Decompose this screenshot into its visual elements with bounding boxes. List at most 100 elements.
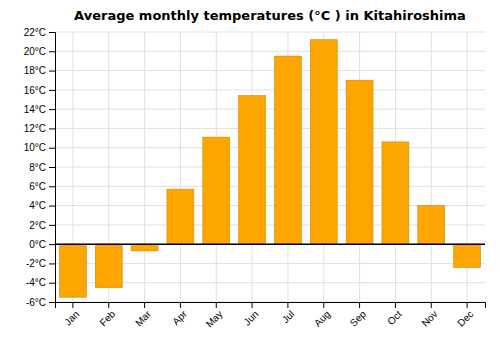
grid-line: [55, 147, 485, 148]
bar: [454, 244, 481, 267]
tick-label: 4°C: [29, 200, 46, 211]
tick: Oct: [385, 302, 404, 327]
bars: [59, 40, 480, 297]
bar: [382, 142, 409, 244]
tick: Apr: [170, 302, 189, 327]
tick: Dec: [455, 302, 475, 329]
tick: 0°C: [29, 239, 55, 250]
tick-label: 10°C: [24, 142, 46, 153]
tick: 14°C: [24, 104, 55, 115]
grid-line: [55, 32, 485, 33]
tick-label: 12°C: [24, 123, 46, 134]
tick-label: Sep: [348, 308, 369, 329]
grid-line: [55, 128, 485, 129]
tick: 20°C: [24, 46, 55, 57]
tick-mark: [216, 302, 217, 308]
tick: Feb: [97, 302, 117, 328]
bar: [418, 206, 445, 245]
tick-mark: [287, 302, 288, 308]
tick: Nov: [419, 302, 439, 329]
tick-label: Oct: [385, 308, 404, 327]
grid-line: [55, 186, 485, 187]
tick: 10°C: [24, 142, 55, 153]
tick: Jan: [62, 302, 81, 328]
tick: May: [204, 302, 225, 330]
grid-line: [144, 32, 145, 302]
tick: 12°C: [24, 123, 55, 134]
tick-mark: [49, 109, 55, 110]
tick: 8°C: [29, 162, 55, 173]
grid-line: [55, 244, 485, 245]
bar: [203, 137, 230, 244]
bar: [95, 244, 122, 287]
tick-label: 22°C: [24, 27, 46, 38]
tick: -4°C: [26, 277, 55, 288]
title: Average monthly temperatures (°C ) in Ki…: [74, 8, 466, 23]
tick-mark: [49, 244, 55, 245]
tick-label: Apr: [170, 308, 189, 327]
tick-label: Jan: [62, 308, 81, 327]
tick: 4°C: [29, 200, 55, 211]
tick-mark: [49, 302, 55, 303]
tick-mark: [49, 186, 55, 187]
tick-mark: [49, 71, 55, 72]
tick-label: Jun: [241, 308, 260, 327]
tick: 18°C: [24, 65, 55, 76]
tick-label: Feb: [97, 308, 117, 328]
tick-mark: [49, 263, 55, 264]
tick-mark: [49, 283, 55, 284]
tick-mark: [395, 302, 396, 308]
tick-mark: [252, 302, 253, 308]
grid-line: [431, 32, 432, 302]
tick: -2°C: [26, 258, 55, 269]
tick: Sep: [348, 302, 369, 329]
tick-label: Dec: [455, 308, 475, 328]
tick-mark: [108, 302, 109, 308]
tick-label: May: [204, 308, 225, 329]
tick: Aug: [312, 302, 332, 329]
tick-mark: [180, 302, 181, 308]
tick-mark: [49, 225, 55, 226]
tick-mark: [144, 302, 145, 308]
axis-line: [49, 33, 56, 303]
axis-line: [56, 303, 486, 309]
tick-label: -4°C: [26, 277, 46, 288]
tick: 2°C: [29, 220, 55, 231]
tick: 6°C: [29, 181, 55, 192]
tick-label: Nov: [419, 308, 439, 328]
tick-label: 6°C: [29, 181, 46, 192]
tick: Jun: [241, 302, 260, 328]
tick-label: -2°C: [26, 258, 46, 269]
tick-mark: [49, 148, 55, 149]
plot: -6°C -4°C -2°C 0°C 2°C 4°C 6°C 8°C 10°C 12°C 14°C 1…: [24, 27, 486, 330]
bar: [167, 189, 194, 244]
bar: [239, 96, 266, 245]
tick-mark: [431, 302, 432, 308]
tick-label: 0°C: [29, 239, 46, 250]
tick-label: 16°C: [24, 85, 46, 96]
bar: [274, 56, 301, 244]
chart: -6°C -4°C -2°C 0°C 2°C 4°C 6°C 8°C 10°C 12°C 14°C 1…: [0, 0, 500, 350]
tick-label: 20°C: [24, 46, 46, 57]
tick: Jul: [280, 302, 297, 325]
grid-line: [55, 51, 485, 52]
tick-mark: [72, 302, 73, 308]
tick-label: -6°C: [26, 297, 46, 308]
y-axis: -6°C -4°C -2°C 0°C 2°C 4°C 6°C 8°C 10°C 12°C 14°C 1…: [24, 27, 56, 308]
grid-line: [55, 109, 485, 110]
tick-label: Jul: [280, 308, 297, 325]
tick-mark: [49, 51, 55, 52]
tick: 16°C: [24, 85, 55, 96]
tick-mark: [49, 167, 55, 168]
bar: [310, 40, 337, 244]
tick: 22°C: [24, 27, 55, 38]
grid-line: [55, 167, 485, 168]
tick-label: 14°C: [24, 104, 46, 115]
grid-line: [55, 70, 485, 71]
grid-line: [180, 32, 181, 302]
tick-label: Aug: [312, 308, 332, 328]
tick-mark: [49, 206, 55, 207]
tick: -6°C: [26, 297, 55, 308]
tick-mark: [49, 32, 55, 33]
bar: [131, 244, 158, 251]
